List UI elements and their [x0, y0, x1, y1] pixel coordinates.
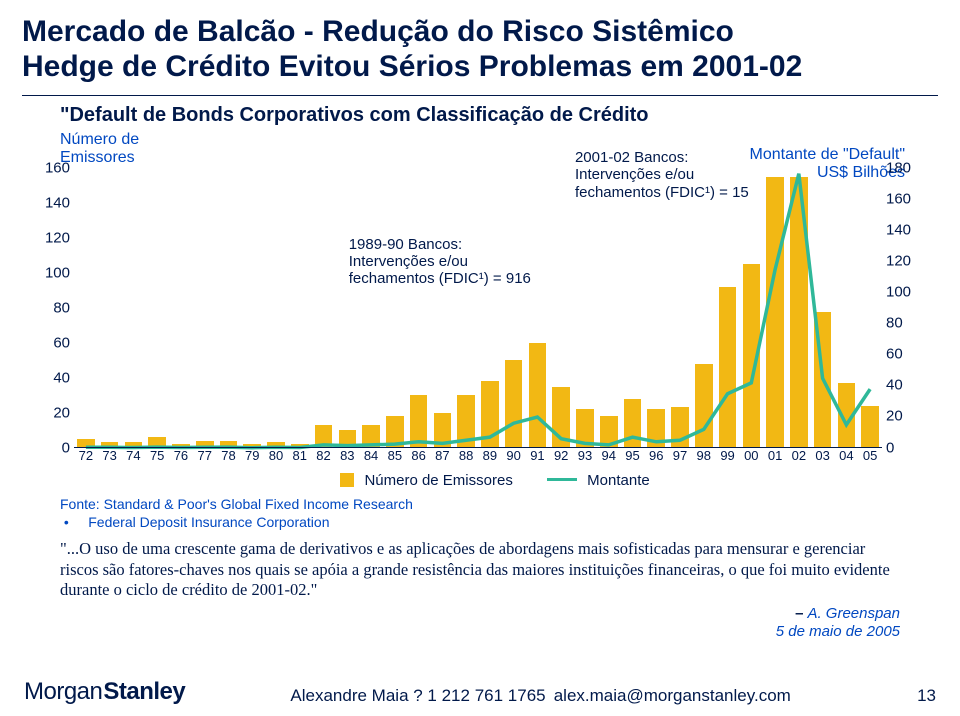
x-tick: 84 — [359, 448, 383, 468]
divider — [22, 95, 938, 96]
x-tick: 01 — [763, 448, 787, 468]
x-tick: 79 — [240, 448, 264, 468]
x-tick: 87 — [430, 448, 454, 468]
x-tick: 72 — [74, 448, 98, 468]
right-axis-label-l1: Montante de "Default" — [750, 146, 905, 164]
x-tick: 98 — [692, 448, 716, 468]
y-right-tick: 160 — [886, 190, 911, 207]
y-right-tick: 100 — [886, 284, 911, 301]
annotation-2001: 2001-02 Bancos: Intervenções e/ou fecham… — [575, 149, 749, 201]
y-left-tick: 100 — [45, 264, 70, 281]
legend-line-label: Montante — [587, 472, 650, 489]
source-line-2: Federal Deposit Insurance Corporation — [88, 514, 329, 530]
y-right-tick: 120 — [886, 252, 911, 269]
line-series — [74, 169, 882, 448]
chart-subtitle: "Default de Bonds Corporativos com Class… — [0, 104, 960, 131]
title-line-2: Hedge de Crédito Evitou Sérios Problemas… — [22, 49, 938, 84]
y-left-tick: 140 — [45, 194, 70, 211]
x-tick: 05 — [858, 448, 882, 468]
x-tick: 04 — [835, 448, 859, 468]
y-left-tick: 80 — [53, 299, 70, 316]
attr-name: A. Greenspan — [807, 605, 900, 622]
x-tick: 86 — [407, 448, 431, 468]
y-right-tick: 140 — [886, 221, 911, 238]
y-right-tick: 0 — [886, 439, 894, 456]
legend-line-swatch — [547, 478, 577, 481]
y-right-tick: 180 — [886, 159, 911, 176]
annotation-1989: 1989-90 Bancos: Intervenções e/ou fecham… — [349, 236, 531, 288]
x-tick: 03 — [811, 448, 835, 468]
x-tick: 92 — [549, 448, 573, 468]
x-labels: 7273747576777879808182838485868788899091… — [74, 448, 882, 468]
y-right-tick: 60 — [886, 346, 903, 363]
x-tick: 76 — [169, 448, 193, 468]
chart: 020406080100120140160 020406080100120140… — [40, 168, 920, 468]
title-block: Mercado de Balcão - Redução do Risco Sis… — [0, 0, 960, 91]
legend: Número de Emissores Montante — [0, 472, 960, 489]
y-right-tick: 80 — [886, 315, 903, 332]
y-left-tick: 120 — [45, 229, 70, 246]
x-tick: 00 — [739, 448, 763, 468]
x-tick: 96 — [644, 448, 668, 468]
x-tick: 93 — [573, 448, 597, 468]
attr-date: 5 de maio de 2005 — [776, 623, 900, 640]
plot-area: 1989-90 Bancos: Intervenções e/ou fecham… — [74, 168, 882, 448]
x-tick: 97 — [668, 448, 692, 468]
y-left-tick: 160 — [45, 159, 70, 176]
page-number: 13 — [896, 686, 936, 706]
x-tick: 89 — [478, 448, 502, 468]
x-tick: 95 — [621, 448, 645, 468]
x-tick: 88 — [454, 448, 478, 468]
footer: MorganStanley Alexandre Maia ? 1 212 761… — [0, 678, 960, 706]
attribution: –A. Greenspan 5 de maio de 2005 — [0, 601, 960, 641]
source-line-1: Standard & Poor's Global Fixed Income Re… — [104, 496, 413, 512]
y-left-tick: 60 — [53, 334, 70, 351]
y-right-tick: 20 — [886, 408, 903, 425]
y-right-ticks: 020406080100120140160180 — [886, 168, 920, 448]
quote: "...O uso de uma crescente gama de deriv… — [0, 531, 960, 601]
logo: MorganStanley — [24, 678, 185, 706]
y-left-tick: 40 — [53, 369, 70, 386]
x-tick: 83 — [335, 448, 359, 468]
x-tick: 91 — [526, 448, 550, 468]
y-left-tick: 0 — [62, 439, 70, 456]
y-left-ticks: 020406080100120140160 — [40, 168, 70, 448]
footer-center: Alexandre Maia ? 1 212 761 1765 alex.mai… — [185, 686, 896, 706]
legend-bar-swatch — [340, 473, 354, 487]
x-tick: 94 — [597, 448, 621, 468]
x-tick: 02 — [787, 448, 811, 468]
y-right-tick: 40 — [886, 377, 903, 394]
x-tick: 74 — [122, 448, 146, 468]
x-tick: 75 — [145, 448, 169, 468]
x-tick: 80 — [264, 448, 288, 468]
x-tick: 78 — [217, 448, 241, 468]
x-tick: 99 — [716, 448, 740, 468]
source-block: Fonte: Standard & Poor's Global Fixed In… — [0, 489, 960, 531]
x-tick: 81 — [288, 448, 312, 468]
x-tick: 90 — [502, 448, 526, 468]
x-tick: 82 — [312, 448, 336, 468]
legend-bar-label: Número de Emissores — [364, 472, 512, 489]
y-left-tick: 20 — [53, 404, 70, 421]
source-prefix: Fonte: — [60, 496, 100, 512]
x-tick: 85 — [383, 448, 407, 468]
x-tick: 77 — [193, 448, 217, 468]
title-line-1: Mercado de Balcão - Redução do Risco Sis… — [22, 14, 938, 49]
x-tick: 73 — [98, 448, 122, 468]
